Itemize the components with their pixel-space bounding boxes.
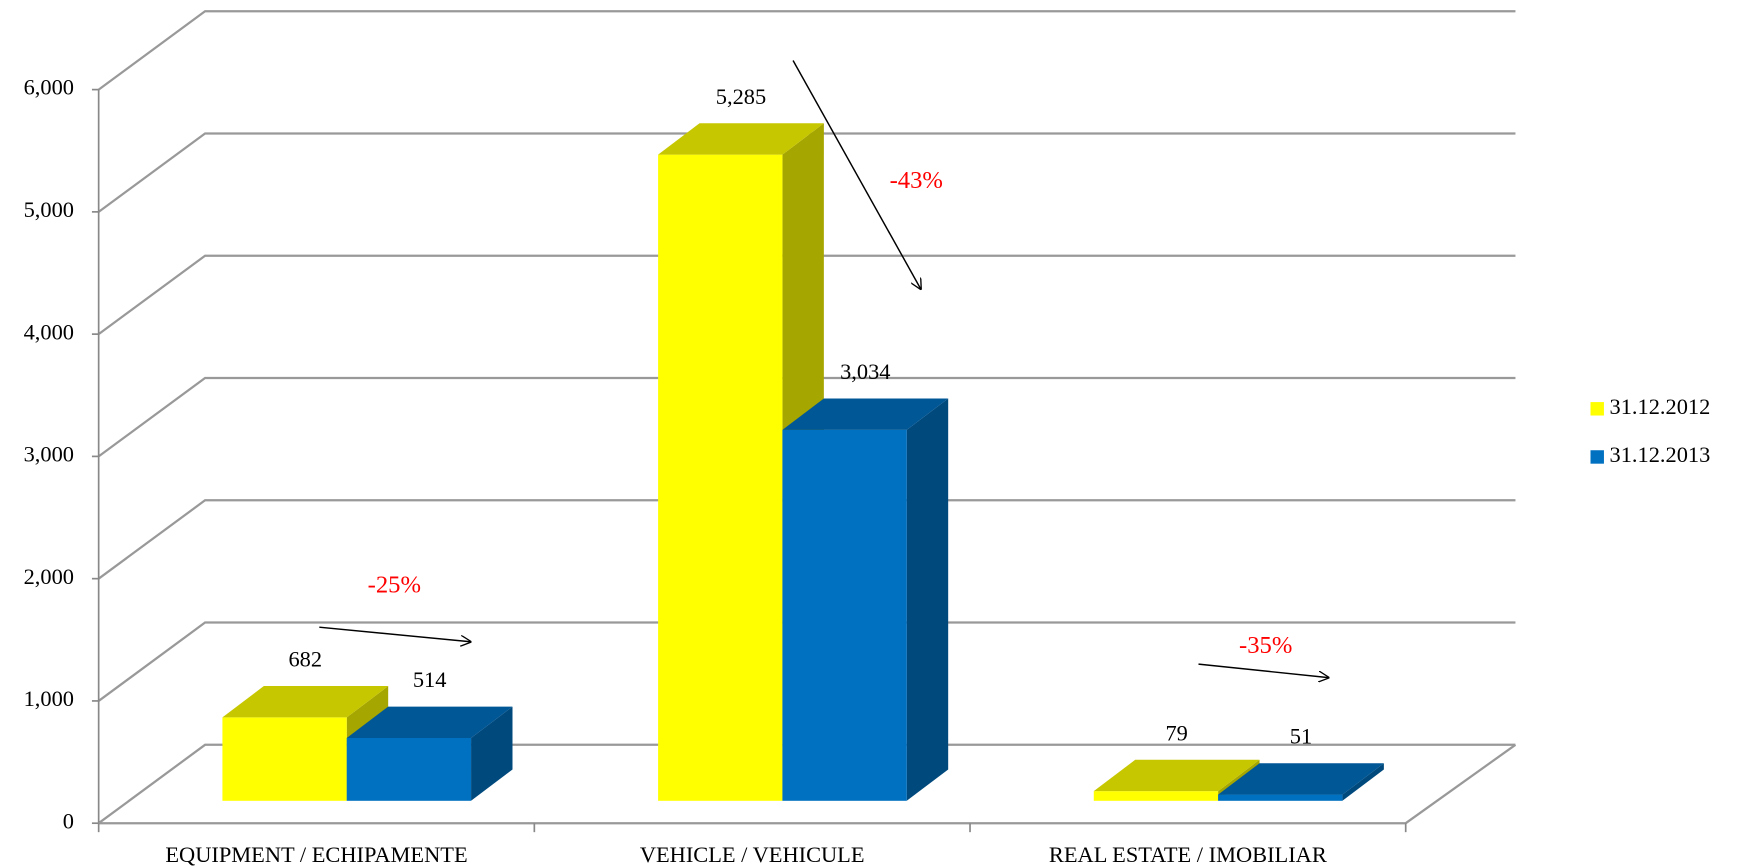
- bar: [1093, 791, 1219, 801]
- value-label: 51: [1290, 724, 1312, 749]
- bar: [222, 717, 347, 801]
- y-tick-label: 2,000: [24, 564, 74, 589]
- y-tick-label: 5,000: [24, 197, 74, 222]
- bar-top: [346, 706, 513, 738]
- y-tick-label: 0: [63, 808, 74, 833]
- annotation: -43%: [890, 167, 943, 194]
- grid-line: [97, 254, 1516, 336]
- x-tick-label: VEHICLE / VEHICULE: [640, 842, 865, 867]
- legend-swatch: [1590, 402, 1604, 416]
- bar: [782, 429, 907, 801]
- bar-top: [782, 398, 949, 430]
- value-label: 514: [413, 667, 447, 692]
- bar: [346, 737, 472, 801]
- grid-line: [97, 132, 1516, 213]
- grid-line: [97, 376, 1516, 458]
- grid-line: [97, 621, 1516, 702]
- bar-top: [658, 123, 824, 155]
- y-tick-label: 4,000: [24, 319, 74, 344]
- legend: 31.12.2012 31.12.2013: [1590, 394, 1711, 467]
- grid: 0 1,000 2,000 3,000 4,000 5,000 6,000 EQUIPMENT…: [24, 10, 1517, 867]
- bar-side: [471, 706, 513, 801]
- arrow: [1198, 663, 1329, 677]
- grid-line: [97, 10, 1516, 91]
- value-label: 79: [1165, 720, 1187, 745]
- grid-line: [97, 499, 1516, 580]
- grid-line: [97, 743, 1516, 825]
- bar-side: [906, 398, 949, 801]
- bar-side: [1342, 763, 1384, 801]
- value-label: 682: [289, 647, 323, 672]
- legend-swatch: [1590, 450, 1604, 464]
- legend-label: 31.12.2013: [1610, 442, 1711, 467]
- annotation: -35%: [1239, 632, 1292, 659]
- y-tick-label: 1,000: [24, 686, 74, 711]
- bar: [658, 154, 783, 801]
- legend-label: 31.12.2012: [1610, 394, 1711, 419]
- y-tick-label: 3,000: [24, 442, 74, 467]
- bar-top: [1093, 759, 1260, 792]
- y-tick-label: 6,000: [24, 75, 74, 100]
- annotation: -25%: [368, 572, 421, 599]
- bar: [1218, 794, 1343, 801]
- arrow: [792, 60, 921, 288]
- x-tick-label: REAL ESTATE / IMOBILIAR: [1049, 842, 1327, 867]
- bar-top: [1218, 763, 1384, 795]
- x-tick-label: EQUIPMENT / ECHIPAMENTE: [165, 842, 467, 867]
- value-label: 3,034: [840, 359, 890, 384]
- value-label: 5,285: [716, 84, 766, 109]
- bars: 682 514 5,285 3,034 79 51: [222, 84, 1384, 801]
- arrow: [319, 626, 470, 642]
- bar-top: [222, 686, 389, 718]
